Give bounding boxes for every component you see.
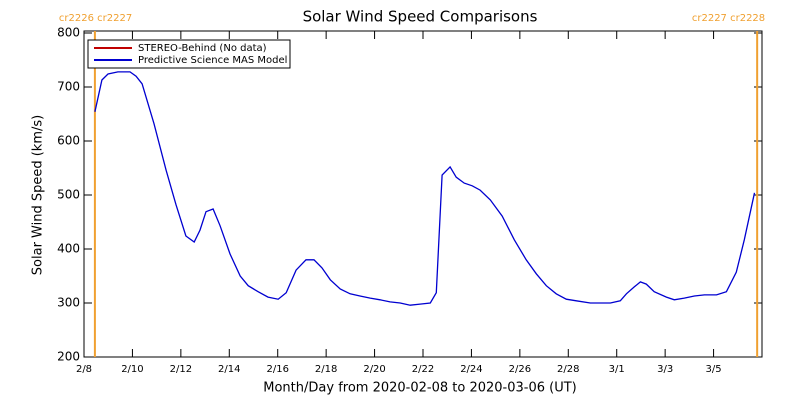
x-tick-label: 2/22 xyxy=(412,364,434,375)
y-tick-label: 800 xyxy=(57,26,80,40)
y-tick-label: 500 xyxy=(57,188,80,202)
x-tick-label: 2/12 xyxy=(170,364,192,375)
x-tick-label: 2/28 xyxy=(557,364,579,375)
y-tick-label: 300 xyxy=(57,296,80,310)
carrington-label: cr2227 cr2228 xyxy=(692,13,765,24)
x-tick-label: 2/8 xyxy=(76,364,92,375)
carrington-label: cr2226 cr2227 xyxy=(59,13,132,24)
x-tick-label: 2/18 xyxy=(315,364,337,375)
y-axis-label: Solar Wind Speed (km/s) xyxy=(31,115,46,275)
chart-title: Solar Wind Speed Comparisons xyxy=(303,8,538,26)
x-tick-label: 2/20 xyxy=(363,364,385,375)
y-tick-label: 200 xyxy=(57,350,80,364)
legend-label: STEREO-Behind (No data) xyxy=(138,43,267,54)
y-tick-label: 700 xyxy=(57,80,80,94)
y-tick-label: 400 xyxy=(57,242,80,256)
x-tick-label: 3/5 xyxy=(706,364,722,375)
x-tick-label: 3/1 xyxy=(609,364,625,375)
legend-box xyxy=(87,39,291,69)
series-line xyxy=(94,71,756,306)
x-tick-label: 3/3 xyxy=(657,364,673,375)
legend-label: Predictive Science MAS Model xyxy=(138,55,287,66)
x-tick-label: 2/14 xyxy=(218,364,240,375)
x-tick-label: 2/16 xyxy=(266,364,288,375)
y-tick-label: 600 xyxy=(57,134,80,148)
x-tick-label: 2/24 xyxy=(460,364,482,375)
x-tick-label: 2/26 xyxy=(509,364,531,375)
x-axis-label: Month/Day from 2020-02-08 to 2020-03-06 … xyxy=(263,381,576,396)
x-tick-label: 2/10 xyxy=(121,364,143,375)
